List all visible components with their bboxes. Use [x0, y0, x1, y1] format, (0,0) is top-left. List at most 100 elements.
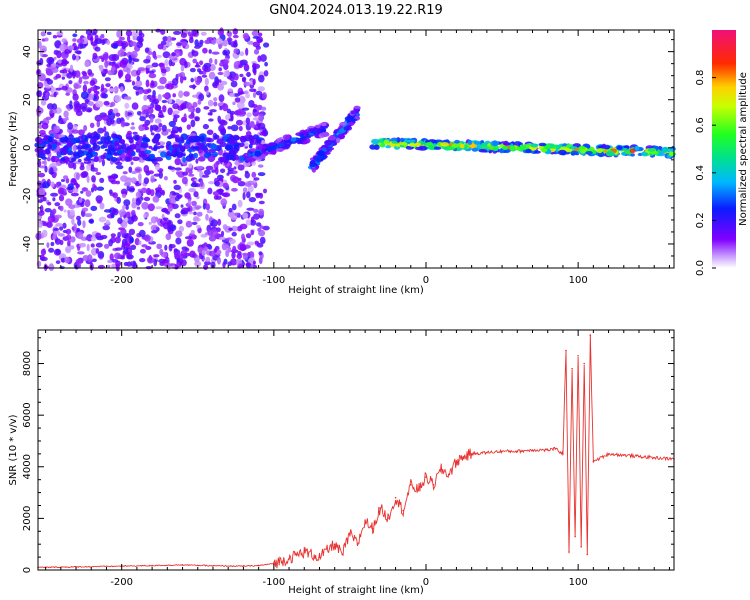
- spectrogram-cell: [111, 133, 117, 139]
- spectrogram-cell: [540, 148, 547, 152]
- spectrogram-cell: [221, 128, 226, 136]
- spectrogram-cell: [160, 68, 167, 74]
- spectrogram-cell: [138, 229, 146, 237]
- spectrogram-cell: [242, 187, 248, 193]
- spectrogram-cell: [132, 156, 140, 162]
- spectrogram-cell: [98, 216, 107, 223]
- colorbar-gradient: [712, 30, 736, 268]
- spectrogram-cell: [50, 62, 57, 68]
- spectrogram-cell: [67, 183, 74, 191]
- spectrogram-cell: [179, 136, 185, 143]
- spectrogram-cell: [237, 91, 246, 95]
- snr-data-point: [387, 517, 389, 520]
- spectrogram-cell: [38, 73, 46, 82]
- spectrogram-cell: [213, 97, 218, 102]
- spectrogram-cell: [77, 129, 86, 135]
- snr-x-label: Height of straight line (km): [288, 585, 424, 596]
- spectrogram-cell: [162, 94, 169, 98]
- spectrogram-cell: [320, 128, 327, 133]
- spectrogram-cell: [263, 188, 267, 194]
- spectrogram-cell: [197, 156, 206, 162]
- spectrogram-cell: [228, 247, 232, 253]
- spectrogram-cell: [218, 236, 226, 241]
- spectrogram-cell: [60, 257, 66, 263]
- spectrogram-cell: [257, 172, 266, 177]
- spectrogram-cell: [200, 233, 208, 238]
- spectrogram-cell: [203, 147, 209, 154]
- spectrogram-cell: [218, 94, 225, 103]
- x-tick-label: -200: [110, 275, 133, 286]
- spectrogram-cell: [40, 31, 46, 37]
- spectrogram-cell: [104, 139, 112, 145]
- spectrogram-cell: [383, 139, 389, 145]
- spectrogram-cell: [116, 149, 124, 155]
- spectrogram-cell: [73, 100, 80, 108]
- spectrogram-cell: [165, 155, 172, 161]
- spectrogram-cell: [242, 77, 246, 83]
- snr-data-point: [565, 349, 567, 352]
- spectrogram-cell: [135, 168, 141, 172]
- spectrogram-cell: [601, 143, 607, 149]
- spectrogram-cell: [76, 227, 80, 233]
- spectrogram-cell: [188, 37, 194, 44]
- spectrogram-cell: [211, 151, 219, 157]
- spectrogram-cell: [128, 56, 132, 64]
- spectrogram-cell: [490, 140, 500, 147]
- spectrogram-cell: [203, 264, 209, 270]
- spectrogram-cell: [242, 32, 249, 40]
- spectrogram-cell: [131, 170, 138, 175]
- spectrogram-cell: [230, 80, 238, 88]
- spectrogram-cell: [223, 70, 230, 77]
- spectrogram-cell: [320, 132, 330, 137]
- spectrogram-cell: [473, 140, 481, 145]
- spectrogram-cell: [180, 65, 185, 72]
- spectrogram-cell: [87, 109, 92, 113]
- snr-y-axis: 0 2000 4000 6000 8000: [22, 337, 674, 573]
- spectrogram-cell: [60, 157, 66, 162]
- spectrogram-cell: [242, 192, 246, 201]
- spectrogram-cell: [88, 219, 94, 224]
- spectrogram-cell: [206, 243, 212, 248]
- spectrogram-cell: [135, 198, 141, 206]
- spectrogram-cell: [183, 76, 187, 81]
- snr-data-point: [577, 355, 579, 357]
- spectrogram-cell: [178, 126, 183, 133]
- spectrogram-cell: [123, 246, 129, 255]
- spectrogram-cell: [181, 176, 188, 185]
- spectrogram-cell: [171, 52, 176, 57]
- spectrogram-cell: [90, 243, 95, 248]
- spectrogram-cell: [188, 153, 194, 159]
- spectrogram-cell: [162, 51, 171, 59]
- spectrogram-cell: [138, 30, 143, 37]
- spectrogram-cell: [231, 203, 237, 211]
- spectrogram-cell: [46, 56, 55, 65]
- spectrogram-cell: [174, 158, 182, 166]
- spectrogram-cell: [247, 185, 254, 193]
- spectrogram-cell: [55, 260, 61, 264]
- spectrogram-cell: [621, 151, 627, 156]
- spectrogram-cell: [97, 127, 105, 134]
- spectrogram-cell: [126, 67, 131, 75]
- spectrogram-cell: [580, 148, 587, 154]
- spectrogram-cell: [207, 137, 212, 143]
- spectrogram-cell: [226, 172, 230, 176]
- spectrogram-cell: [55, 248, 61, 255]
- spectrogram-cell: [53, 91, 57, 98]
- spectrogram-cell: [125, 30, 132, 37]
- spectrogram-cell: [155, 206, 163, 210]
- spectrogram-cell: [79, 242, 86, 248]
- spectrogram-cell: [103, 126, 107, 133]
- spectrogram-cell: [232, 34, 239, 39]
- spectrogram-cell: [71, 157, 76, 162]
- spectrogram-cell: [40, 99, 47, 106]
- spectrogram-cell: [96, 186, 105, 191]
- spectrogram-cell: [222, 49, 228, 56]
- spectrogram-cell: [172, 93, 176, 98]
- spectrogram-cell: [124, 217, 129, 222]
- spectrogram-cell: [107, 70, 115, 76]
- spectrogram-cell: [48, 263, 55, 272]
- spectrogram-cell: [346, 125, 351, 129]
- spectrogram-cell: [159, 248, 164, 256]
- spectrogram-cell: [37, 199, 43, 204]
- spectrogram-cell: [203, 106, 210, 110]
